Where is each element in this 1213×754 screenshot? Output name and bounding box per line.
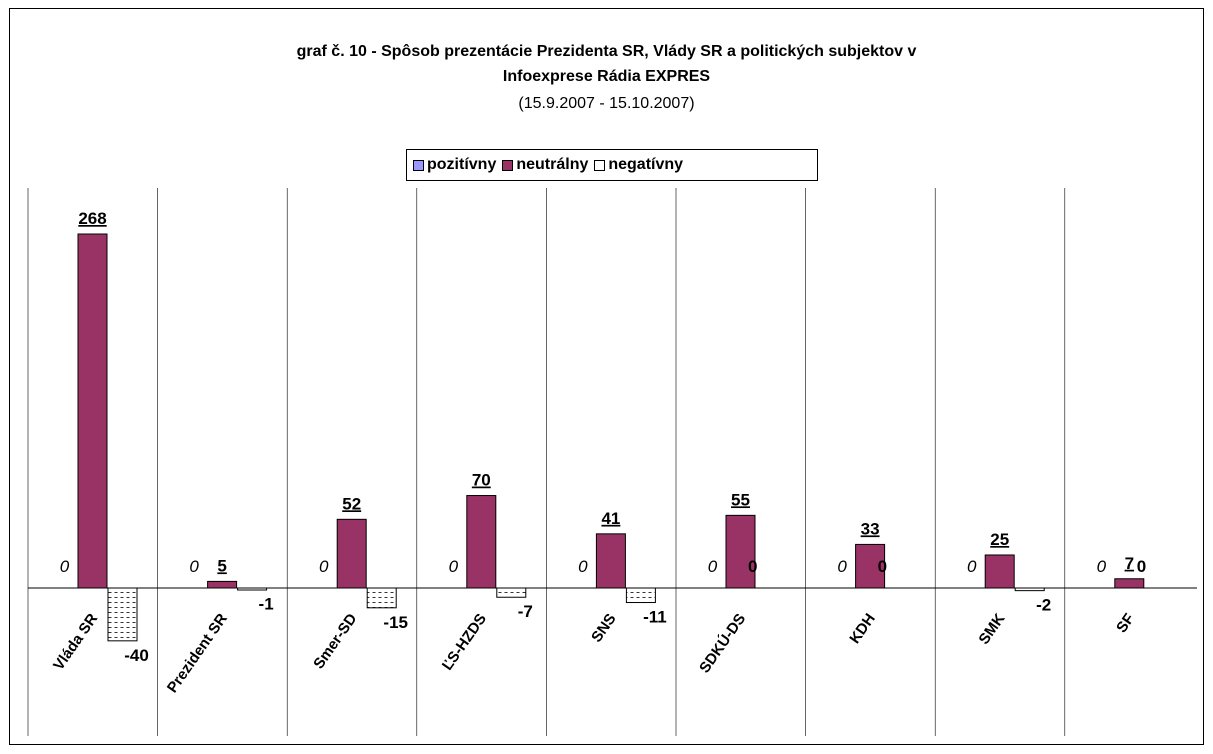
- category-label: SF: [1113, 611, 1138, 636]
- bar-negativny: [1014, 587, 1045, 592]
- legend-swatch-neutralny: [502, 159, 514, 171]
- data-label-pozitivny: 0: [60, 557, 70, 576]
- bar-negativny: [107, 587, 138, 642]
- data-label-neutralny: 5: [217, 556, 226, 575]
- data-label-negativny: -40: [124, 646, 149, 665]
- data-label-neutralny: 7: [1125, 554, 1134, 573]
- bar-neutralny: [725, 514, 756, 589]
- data-label-negativny: -11: [643, 608, 667, 627]
- legend-swatch-negativny: [594, 159, 606, 171]
- legend-item-neutralny: neutrálny: [502, 156, 588, 174]
- data-label-neutralny: 55: [731, 490, 750, 509]
- bar-neutralny: [595, 533, 626, 589]
- data-label-negativny: -2: [1036, 596, 1051, 615]
- data-label-pozitivny: 0: [578, 557, 588, 576]
- chart-title-line1: graf č. 10 - Spôsob prezentácie Preziden…: [296, 43, 917, 60]
- chart-frame: [9, 8, 1204, 745]
- category-label: SDKÚ-DS: [695, 610, 749, 676]
- bar-neutralny: [207, 580, 238, 589]
- bar-negativny: [625, 587, 656, 604]
- bar-neutralny: [984, 554, 1015, 589]
- legend: pozitívny neutrálny negatívny: [406, 149, 818, 181]
- legend-item-negativny: negatívny: [594, 156, 683, 174]
- data-label-neutralny: 41: [601, 509, 620, 528]
- data-label-negativny: 0: [1137, 557, 1146, 576]
- data-label-pozitivny: 0: [1097, 557, 1107, 576]
- legend-label-neutralny: neutrálny: [516, 156, 589, 173]
- chart-subtitle: (15.9.2007 - 15.10.2007): [518, 95, 695, 112]
- bar-neutralny: [1114, 578, 1145, 589]
- bar-neutralny: [336, 518, 367, 589]
- category-label: Smer-SD: [310, 610, 360, 672]
- data-label-pozitivny: 0: [449, 557, 459, 576]
- data-label-neutralny: 33: [861, 519, 880, 538]
- legend-label-negativny: negatívny: [608, 156, 684, 173]
- data-label-pozitivny: 0: [837, 557, 847, 576]
- legend-label-pozitivny: pozitívny: [427, 156, 497, 173]
- data-label-pozitivny: 0: [967, 557, 977, 576]
- data-label-neutralny: 52: [342, 494, 361, 513]
- bar-neutralny: [466, 495, 497, 589]
- data-label-pozitivny: 0: [708, 557, 718, 576]
- data-label-pozitivny: 0: [319, 557, 329, 576]
- chart-title-line2: Infoexprese Rádia EXPRES: [502, 68, 711, 85]
- category-label: SNS: [588, 611, 620, 646]
- legend-item-pozitivny: pozitívny: [413, 156, 496, 174]
- bar-neutralny: [855, 543, 886, 589]
- category-label: Prezident SR: [164, 610, 231, 696]
- data-label-negativny: -7: [518, 602, 533, 621]
- category-label: SMK: [975, 610, 1008, 647]
- category-label: ĽS-HZDS: [439, 611, 490, 674]
- legend-swatch-pozitivny: [413, 159, 424, 171]
- data-label-neutralny: 25: [990, 530, 1009, 549]
- bar-negativny: [237, 587, 268, 591]
- category-label: Vláda SR: [50, 610, 101, 673]
- bar-negativny: [366, 587, 397, 609]
- data-label-negativny: 0: [748, 557, 757, 576]
- bar-negativny: [496, 587, 527, 598]
- data-label-pozitivny: 0: [189, 557, 199, 576]
- data-label-negativny: -1: [259, 594, 274, 613]
- data-label-negativny: 0: [878, 557, 887, 576]
- data-label-neutralny: 268: [78, 209, 106, 228]
- bar-neutralny: [77, 233, 108, 589]
- data-label-negativny: -15: [383, 613, 408, 632]
- data-label-neutralny: 70: [472, 471, 491, 490]
- category-label: KDH: [846, 611, 879, 647]
